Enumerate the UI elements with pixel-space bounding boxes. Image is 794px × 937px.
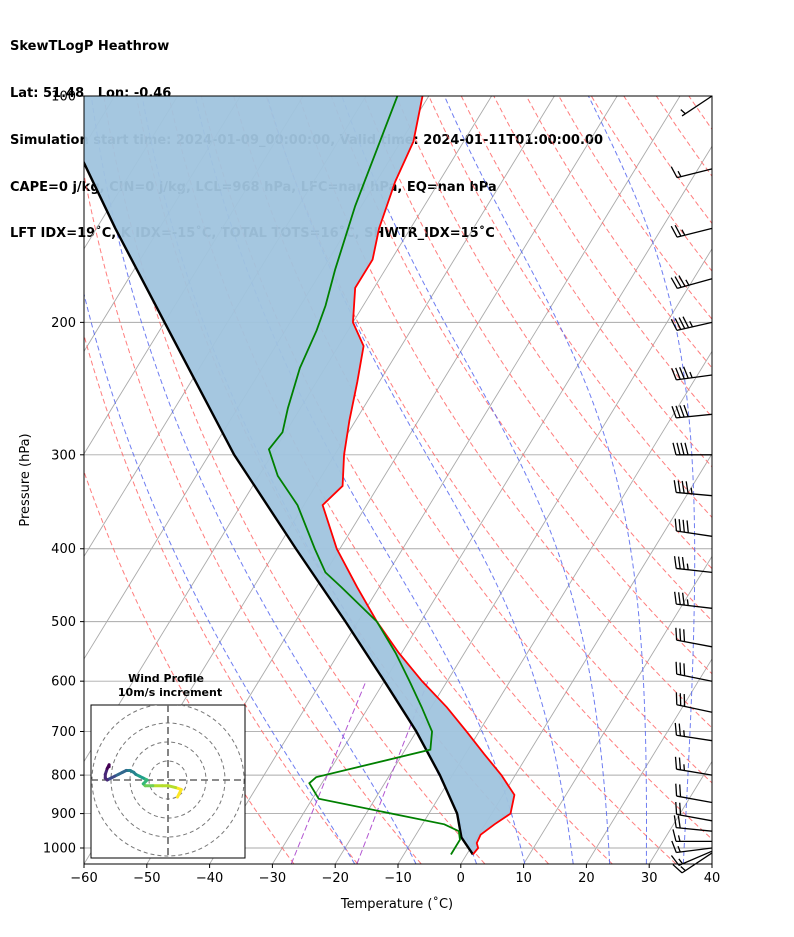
wind-barb	[670, 275, 713, 290]
dewpoint-line	[267, 96, 461, 855]
y-tick-label: 300	[51, 448, 76, 463]
isotherm-line	[648, 760, 712, 864]
wind-barb	[672, 852, 713, 874]
y-tick-label: 400	[51, 542, 76, 557]
dry-adiabat	[103, 96, 486, 864]
wind-barb	[673, 815, 713, 832]
wind-barb	[670, 166, 713, 179]
isotherm-line	[460, 453, 712, 864]
x-axis-label: Temperature (˚C)	[340, 896, 453, 912]
dry-adiabat	[525, 96, 712, 369]
wind-barb	[672, 829, 712, 843]
temperature-line	[321, 96, 516, 856]
wind-barb	[674, 518, 713, 537]
axes: −60 −50 −40 −30 −20 −10 0 10 20 30 40 100 200 300 400 5…	[43, 90, 720, 887]
dry-adiabat	[265, 96, 712, 784]
dry-adiabat	[623, 96, 712, 225]
mixing-ratio-line	[290, 680, 367, 864]
moist-adiabat	[587, 96, 696, 864]
wind-barb	[675, 661, 713, 682]
wind-barb	[672, 442, 712, 456]
hodograph-inset	[90, 704, 246, 859]
x-tick-label: −30	[259, 871, 286, 886]
isotherm-line	[209, 96, 681, 864]
isotherm-line	[711, 863, 712, 864]
dry-adiabat	[493, 96, 712, 418]
moist-adiabat	[90, 96, 417, 864]
wind-barb	[673, 556, 713, 574]
isotherm-line	[334, 247, 712, 864]
x-tick-label: 40	[704, 871, 721, 886]
wind-barb	[680, 95, 713, 117]
dry-adiabat	[330, 96, 712, 675]
plot-area	[84, 96, 794, 864]
wind-barb	[670, 316, 713, 332]
dry-adiabat	[460, 96, 712, 468]
isotherm-line	[586, 658, 712, 864]
wind-barb	[674, 591, 713, 609]
y-axis-label: Pressure (hPa)	[18, 433, 33, 526]
moist-adiabat	[266, 96, 574, 864]
moist-adiabat	[720, 96, 766, 864]
dry-adiabat	[721, 96, 794, 864]
x-tick-label: −40	[196, 871, 223, 886]
x-tick-label: 20	[578, 871, 595, 886]
y-tick-label: 600	[51, 675, 76, 690]
wind-barb	[671, 404, 713, 419]
y-tick-label: 900	[51, 807, 76, 822]
dry-adiabat	[298, 96, 712, 729]
dry-adiabat	[754, 96, 794, 864]
x-tick-label: −20	[321, 871, 348, 886]
y-tick-label: 800	[51, 769, 76, 784]
hodograph-subtitle: 10m/s increment	[118, 686, 222, 699]
wind-barb	[671, 840, 713, 854]
x-tick-label: 10	[515, 871, 532, 886]
title-line-station: SkewTLogP Heathrow	[10, 39, 170, 55]
x-tick-label: 30	[641, 871, 658, 886]
y-tick-label: 700	[51, 725, 76, 740]
wind-barb	[675, 627, 713, 648]
wind-barb	[671, 366, 713, 381]
y-tick-label: 200	[51, 316, 76, 331]
isotherm-line	[397, 350, 712, 864]
wind-barb	[675, 801, 713, 822]
dry-adiabat	[84, 470, 295, 864]
x-tick-label: −10	[384, 871, 411, 886]
x-tick-label: −60	[70, 871, 97, 886]
wind-barb	[675, 692, 713, 713]
y-tick-label: 500	[51, 615, 76, 630]
cin-cape-fill	[84, 96, 515, 855]
dry-adiabat	[233, 96, 712, 840]
dry-adiabat	[200, 96, 677, 864]
wind-barb	[674, 756, 713, 776]
wind-barb	[670, 850, 713, 866]
isotherm-line	[272, 145, 712, 864]
dry-adiabat	[84, 171, 422, 864]
wind-barbs	[670, 95, 713, 874]
x-tick-label: −50	[133, 871, 160, 886]
moist-adiabat	[194, 96, 526, 864]
isotherm-line	[84, 96, 178, 250]
hodograph-title: Wind Profile	[128, 672, 204, 685]
parcel-profile-line	[84, 160, 474, 856]
dry-adiabat	[428, 96, 712, 519]
dry-adiabat	[84, 333, 358, 864]
x-tick-label: 0	[457, 871, 465, 886]
wind-barb	[673, 480, 713, 497]
wind-barb	[675, 783, 713, 804]
wind-barb	[674, 722, 713, 742]
isotherm-line	[523, 555, 712, 864]
moist-adiabat	[443, 96, 647, 864]
y-tick-label: 1000	[43, 842, 76, 857]
wind-barb	[670, 224, 713, 238]
dry-adiabat	[688, 96, 712, 131]
y-tick-label: 100	[51, 90, 76, 105]
dry-adiabat	[395, 96, 712, 570]
